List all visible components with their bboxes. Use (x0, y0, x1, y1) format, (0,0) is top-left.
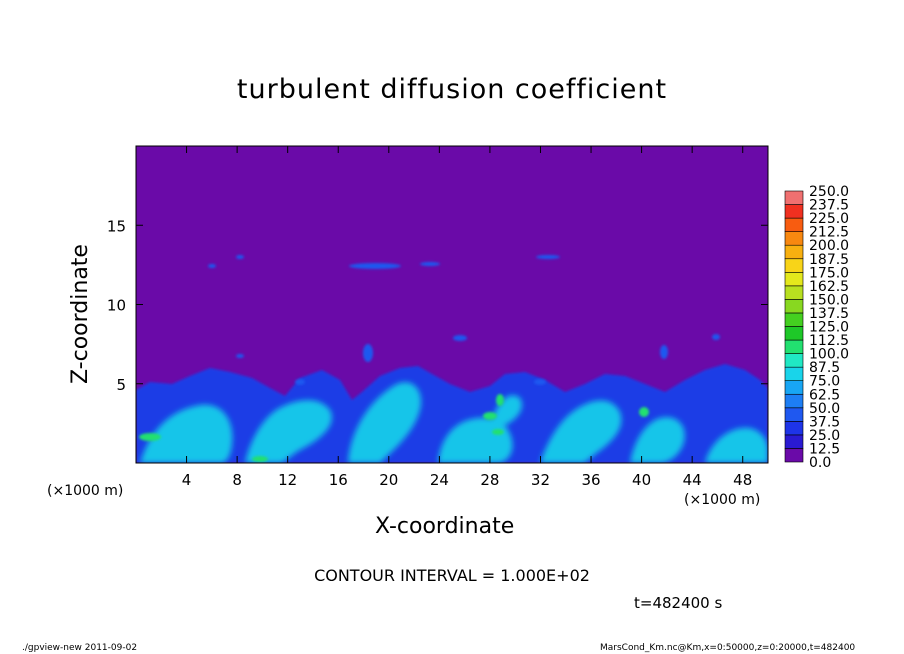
colorbar-label: 12.5 (809, 441, 840, 457)
colorbar-swatch (784, 326, 804, 341)
core-green-4 (492, 429, 504, 435)
x-tick-label: 16 (329, 471, 348, 489)
colorbar-label: 100.0 (809, 347, 849, 363)
x-axis-label: X-coordinate (375, 514, 515, 539)
colorbar-label: 250.0 (809, 184, 849, 200)
patch-upper-3 (536, 255, 560, 259)
colorbar-swatch (784, 312, 804, 327)
colorbar-swatch (784, 285, 804, 300)
colorbar-label: 112.5 (809, 333, 849, 349)
colorbar-label: 150.0 (809, 292, 849, 308)
x-tick-label: 20 (379, 471, 398, 489)
time-label: t=482400 s (634, 594, 723, 612)
x-tick-label: 44 (683, 471, 702, 489)
plume-cyan-5 (492, 395, 523, 425)
colorbar-label: 175.0 (809, 265, 849, 281)
colorbar-swatch (784, 258, 804, 273)
colorbar-swatch (784, 407, 804, 422)
y-axis-label: Z-coordinate (68, 244, 93, 384)
colorbar-swatch (784, 421, 804, 436)
colorbar-swatch (784, 217, 804, 232)
colorbar-label: 125.0 (809, 320, 849, 336)
x-tick-label: 48 (733, 471, 752, 489)
colorbar-swatch (784, 448, 804, 463)
colorbar-label: 200.0 (809, 238, 849, 254)
patch-upper-8 (660, 345, 668, 359)
patch-upper-9 (712, 334, 720, 340)
x-tick-label: 12 (278, 471, 297, 489)
colorbar-swatch (784, 434, 804, 449)
x-tick-label: 24 (430, 471, 449, 489)
colorbar-label: 75.0 (809, 374, 840, 390)
patch-upper-2 (420, 262, 440, 266)
y-tick-label: 5 (116, 376, 126, 394)
patch-upper-11 (236, 354, 244, 358)
x-axis: 4 8 12 16 20 24 28 32 36 40 44 48 (182, 146, 752, 489)
colorbar-label: 37.5 (809, 414, 840, 430)
colorbar-label: 237.5 (809, 198, 849, 214)
patch-upper-5 (236, 255, 244, 259)
x-unit-label-left: (×1000 m) (47, 483, 124, 499)
colorbar-label: 62.5 (809, 387, 840, 403)
turbulent-field (136, 255, 768, 463)
colorbar-swatch (784, 271, 804, 287)
colorbar-swatch (784, 380, 804, 395)
colorbar-label: 187.5 (809, 252, 849, 268)
colorbar-swatch (784, 353, 804, 368)
patch-upper-10 (295, 379, 305, 385)
core-green-2 (483, 412, 497, 420)
colorbar: 0.012.525.037.550.062.575.087.5100.0112.… (784, 184, 849, 471)
plume-cyan-1 (140, 404, 233, 463)
plume-cyan-4 (438, 417, 513, 463)
colorbar-label: 225.0 (809, 211, 849, 227)
core-green-6 (252, 456, 268, 462)
y-tick-label: 10 (107, 297, 126, 315)
plume-cyan-2 (245, 400, 332, 463)
colorbar-swatch (784, 366, 804, 381)
patch-upper-1 (349, 263, 401, 269)
y-tick-label: 15 (107, 217, 126, 235)
footer-left: ./gpview-new 2011-09-02 (22, 643, 138, 653)
plume-cyan-7 (630, 417, 685, 463)
x-tick-label: 36 (581, 471, 600, 489)
footer-right: MarsCond_Km.nc@Km,x=0:50000,z=0:20000,t=… (600, 643, 856, 653)
x-tick-label: 8 (232, 471, 242, 489)
colorbar-label: 0.0 (809, 455, 831, 471)
x-tick-label: 28 (480, 471, 499, 489)
colorbar-label: 137.5 (809, 306, 849, 322)
colorbar-label: 212.5 (809, 225, 849, 241)
plume-cyan-3 (348, 382, 422, 463)
colorbar-swatch (784, 190, 804, 205)
colorbar-swatch (784, 244, 804, 260)
colorbar-swatch (784, 204, 804, 219)
colorbar-label: 162.5 (809, 279, 849, 295)
plume-cyan-6 (540, 400, 622, 463)
chart-title: turbulent diffusion coefficient (236, 74, 668, 105)
colorbar-label: 50.0 (809, 401, 840, 417)
plume-cyan-8 (705, 427, 768, 463)
colorbar-swatch (784, 231, 804, 246)
colorbar-label: 87.5 (809, 360, 840, 376)
core-green-1 (139, 433, 161, 441)
colorbar-swatch (784, 339, 804, 354)
patch-upper-6 (363, 344, 373, 362)
colorbar-label: 25.0 (809, 428, 840, 444)
y-axis: 5 10 15 (107, 217, 768, 394)
patch-upper-4 (208, 264, 216, 268)
patch-upper-7 (453, 335, 467, 341)
contour-interval: CONTOUR INTERVAL = 1.000E+02 (314, 566, 590, 585)
core-green-3 (496, 394, 504, 406)
colorbar-swatch (784, 393, 804, 409)
patch-upper-12 (534, 379, 546, 385)
core-green-5 (639, 407, 649, 417)
x-tick-label: 32 (531, 471, 550, 489)
x-unit-label-right: (×1000 m) (684, 492, 761, 508)
colorbar-swatch (784, 299, 804, 314)
x-tick-label: 40 (632, 471, 651, 489)
x-tick-label: 4 (182, 471, 192, 489)
